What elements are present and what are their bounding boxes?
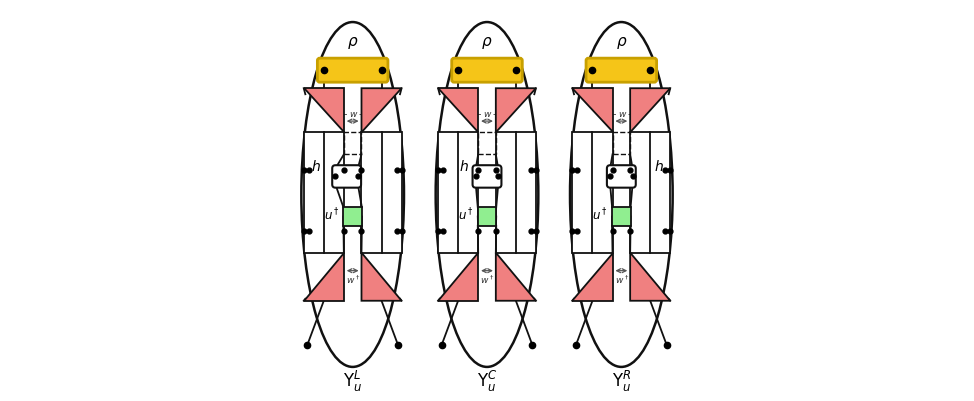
Text: $\Upsilon_u^R$: $\Upsilon_u^R$ [612,369,631,393]
Text: $h$: $h$ [654,160,663,174]
Bar [344,207,362,226]
Polygon shape [438,253,478,301]
Text: $\Upsilon_u^L$: $\Upsilon_u^L$ [343,369,362,393]
Text: $\rho$: $\rho$ [616,34,627,51]
Text: $\rho$: $\rho$ [347,34,358,51]
Polygon shape [496,88,536,132]
FancyBboxPatch shape [452,58,522,82]
Polygon shape [361,88,401,132]
FancyBboxPatch shape [607,165,636,188]
FancyBboxPatch shape [318,58,388,82]
Text: $u^\dagger$: $u^\dagger$ [458,206,473,223]
Text: $h$: $h$ [459,160,468,174]
Polygon shape [573,88,613,132]
Bar [344,132,361,154]
Polygon shape [438,88,478,132]
Polygon shape [630,253,670,301]
Text: $\leftarrow w^\dagger \rightarrow$: $\leftarrow w^\dagger \rightarrow$ [335,274,370,286]
Bar [496,132,536,253]
Text: $\Upsilon_u^C$: $\Upsilon_u^C$ [477,369,497,393]
FancyBboxPatch shape [472,165,502,188]
Text: $\leftarrow w^\dagger \rightarrow$: $\leftarrow w^\dagger \rightarrow$ [469,274,505,286]
Bar [630,132,670,253]
Bar [361,132,401,253]
Bar [478,132,496,154]
FancyBboxPatch shape [586,58,656,82]
Polygon shape [496,253,536,301]
Bar [438,132,478,253]
Text: $u^\dagger$: $u^\dagger$ [323,206,339,223]
Polygon shape [304,253,344,301]
Polygon shape [573,253,613,301]
Text: $\leftarrow w^\dagger \rightarrow$: $\leftarrow w^\dagger \rightarrow$ [604,274,639,286]
Text: $u^\dagger$: $u^\dagger$ [592,206,608,223]
Bar [613,132,630,154]
Bar [612,207,630,226]
Polygon shape [630,88,670,132]
Text: $\rho$: $\rho$ [481,34,493,51]
Text: $\leftarrow w \rightarrow$: $\leftarrow w \rightarrow$ [607,110,636,119]
Bar [478,207,496,226]
Bar [573,132,613,253]
Bar [304,132,344,253]
FancyBboxPatch shape [332,165,361,188]
Polygon shape [361,253,401,301]
Text: $\leftarrow w \rightarrow$: $\leftarrow w \rightarrow$ [338,110,367,119]
Text: $h$: $h$ [311,160,320,174]
Polygon shape [304,88,344,132]
Text: $\leftarrow w \rightarrow$: $\leftarrow w \rightarrow$ [472,110,502,119]
